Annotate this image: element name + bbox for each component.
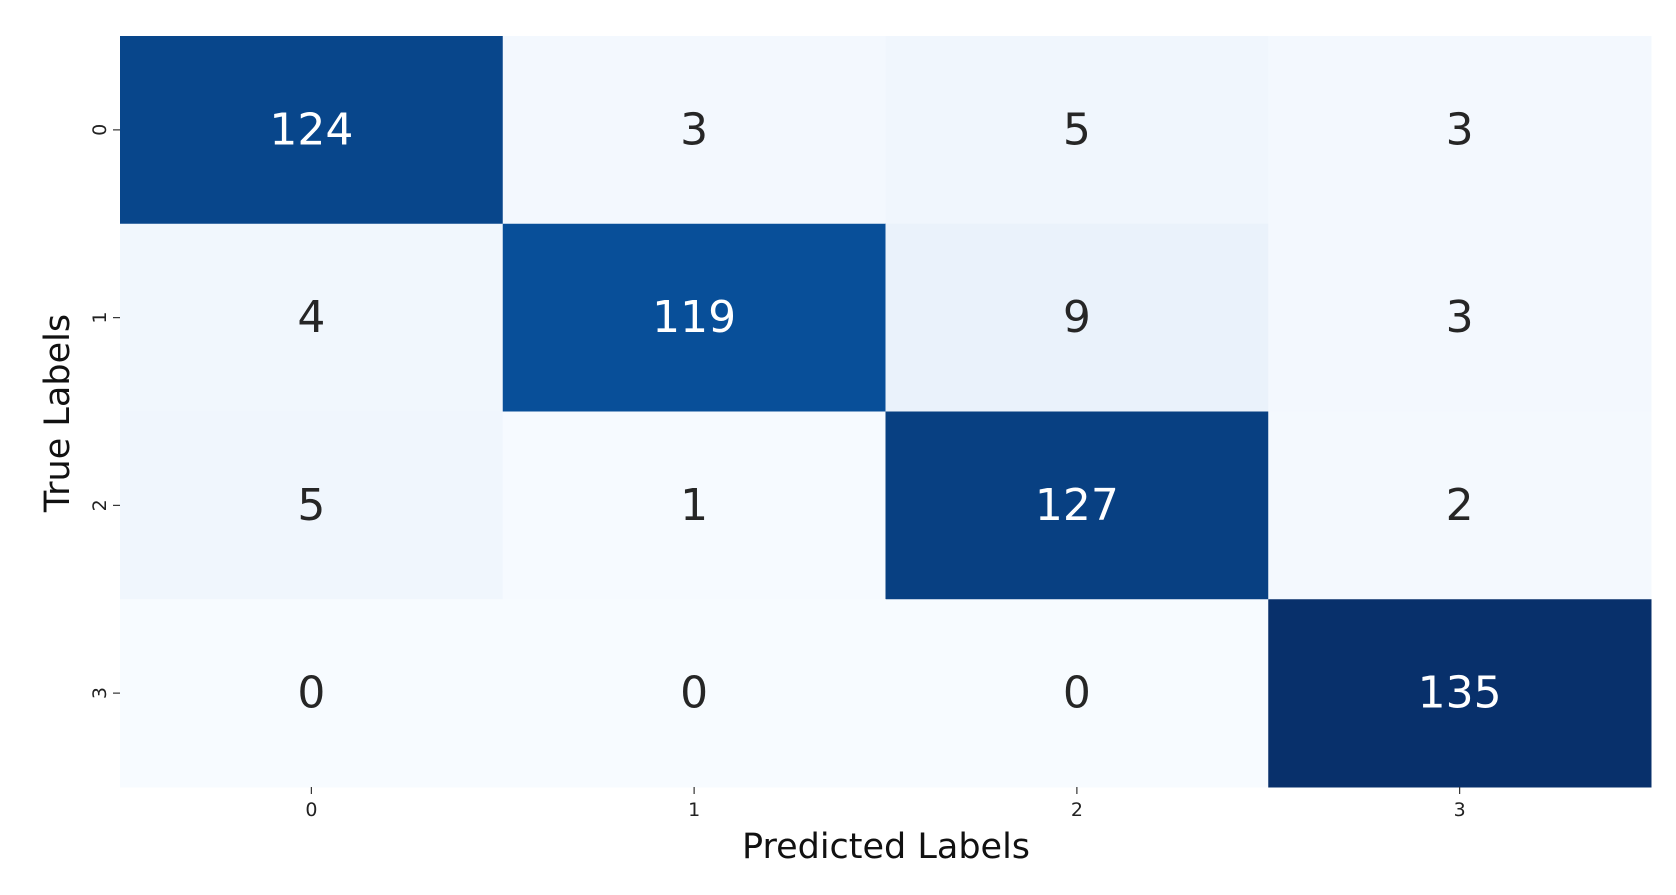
x-tick-label: 0 xyxy=(305,799,317,821)
cell-value-label: 3 xyxy=(1446,104,1474,155)
cell-value-label: 3 xyxy=(1446,292,1474,343)
heatmap-cell-labels: 124 3 5 3 4 119 9 3 5 1 127 2 0 0 0 135 xyxy=(269,104,1501,718)
heatmap-cell xyxy=(502,599,886,788)
x-tick-label: 2 xyxy=(1071,799,1083,821)
x-tick-label: 1 xyxy=(688,799,700,821)
heatmap-cell xyxy=(502,411,886,600)
heatmap-cell xyxy=(1268,411,1652,600)
cell-value-label: 127 xyxy=(1035,480,1119,531)
heatmap-cell xyxy=(885,599,1269,788)
heatmap-cell xyxy=(885,36,1269,225)
cell-value-label: 0 xyxy=(297,668,325,719)
cell-value-label: 5 xyxy=(1063,104,1091,155)
heatmap-cell xyxy=(1268,223,1652,412)
cell-value-label: 4 xyxy=(297,292,325,343)
y-tick-label: 1 xyxy=(89,312,111,324)
y-axis-title: True Labels xyxy=(38,314,78,513)
cell-value-label: 119 xyxy=(652,292,736,343)
cell-value-label: 9 xyxy=(1063,292,1091,343)
cell-value-label: 3 xyxy=(680,104,708,155)
y-tick-label: 2 xyxy=(89,499,111,511)
cell-value-label: 0 xyxy=(1063,668,1091,719)
heatmap-cell xyxy=(1268,599,1652,788)
x-axis: 0 1 2 3 xyxy=(305,787,1466,821)
heatmap-cell xyxy=(885,411,1269,600)
heatmap-cell xyxy=(120,411,504,600)
heatmap-cell xyxy=(502,223,886,412)
heatmap-cells xyxy=(120,36,1652,788)
cell-value-label: 2 xyxy=(1446,480,1474,531)
y-tick-label: 0 xyxy=(89,124,111,136)
heatmap-cell xyxy=(502,36,886,225)
cell-value-label: 135 xyxy=(1418,668,1502,719)
y-tick-label: 3 xyxy=(89,687,111,699)
heatmap-cell xyxy=(120,223,504,412)
cell-value-label: 5 xyxy=(297,480,325,531)
heatmap-cell xyxy=(1268,36,1652,225)
x-tick-label: 3 xyxy=(1454,799,1466,821)
heatmap-cell xyxy=(885,223,1269,412)
y-axis: 0 1 2 3 xyxy=(89,124,120,699)
heatmap-cell xyxy=(120,36,504,225)
x-axis-title: Predicted Labels xyxy=(742,827,1030,867)
cell-value-label: 0 xyxy=(680,668,708,719)
cell-value-label: 124 xyxy=(269,104,353,155)
cell-value-label: 1 xyxy=(680,480,708,531)
heatmap-cell xyxy=(120,599,504,788)
